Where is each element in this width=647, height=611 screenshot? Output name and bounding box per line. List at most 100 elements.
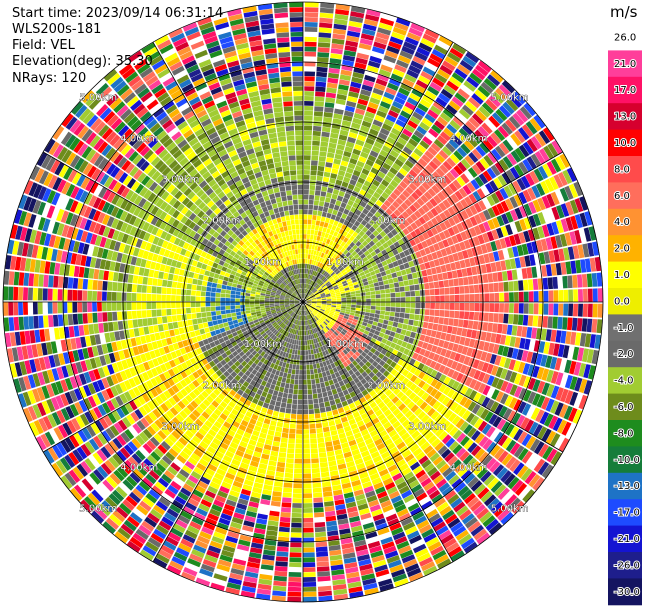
gate-cell xyxy=(271,92,281,98)
gate-cell xyxy=(143,327,149,335)
gate-cell xyxy=(157,287,162,294)
gate-cell xyxy=(306,239,309,244)
gate-cell xyxy=(228,278,233,283)
gate-cell xyxy=(137,311,142,319)
gate-cell xyxy=(361,299,366,302)
gate-cell xyxy=(196,307,201,312)
gate-cell xyxy=(280,212,285,218)
gate-cell xyxy=(103,323,109,333)
gate-cell xyxy=(13,287,18,301)
gate-cell xyxy=(292,71,303,76)
gate-cell xyxy=(19,317,25,330)
gate-cell xyxy=(215,329,221,334)
gate-cell xyxy=(351,297,356,300)
gate-cell xyxy=(297,239,300,244)
gate-cell xyxy=(382,275,388,280)
gate-cell xyxy=(317,171,324,176)
gate-cell xyxy=(502,271,508,281)
gate-cell xyxy=(79,325,85,336)
gate-cell xyxy=(270,304,275,306)
gate-cell xyxy=(391,298,396,302)
gate-cell xyxy=(73,278,78,289)
gate-cell xyxy=(113,272,119,281)
gate-cell xyxy=(171,309,176,315)
gate-cell xyxy=(272,379,277,385)
gate-cell xyxy=(255,300,260,302)
gate-cell xyxy=(440,288,445,295)
gate-cell xyxy=(377,277,383,282)
gate-cell xyxy=(245,296,250,299)
gate-cell xyxy=(240,305,245,308)
gate-cell xyxy=(312,220,316,225)
gate-cell xyxy=(320,8,334,14)
gate-cell xyxy=(277,42,289,48)
gate-cell xyxy=(299,205,304,210)
gate-cell xyxy=(191,308,196,313)
gate-cell xyxy=(324,172,331,178)
gate-cell xyxy=(174,329,180,336)
gate-cell xyxy=(434,281,439,288)
gate-cell xyxy=(408,279,414,285)
gate-cell xyxy=(235,298,240,301)
gate-cell xyxy=(88,324,94,334)
gate-cell xyxy=(445,295,450,302)
gate-cell xyxy=(273,187,279,193)
gate-cell xyxy=(336,298,341,300)
gate-cell xyxy=(492,273,498,283)
gate-cell xyxy=(308,215,312,220)
gate-cell xyxy=(281,77,292,82)
gate-cell xyxy=(215,269,221,274)
gate-cell xyxy=(313,210,318,215)
gate-cell xyxy=(296,160,303,165)
gate-cell xyxy=(303,249,306,254)
gate-cell xyxy=(573,289,578,302)
gate-cell xyxy=(304,150,311,155)
gate-cell xyxy=(316,82,327,88)
gate-cell xyxy=(400,292,405,297)
gate-cell xyxy=(53,302,58,314)
gate-cell xyxy=(321,137,329,143)
gate-cell xyxy=(67,290,72,301)
gate-cell xyxy=(318,161,325,167)
gate-cell xyxy=(108,271,114,281)
gate-cell xyxy=(289,7,303,12)
gate-cell xyxy=(304,111,313,116)
gate-cell xyxy=(275,117,284,123)
gate-cell xyxy=(583,289,588,302)
gate-cell xyxy=(98,270,104,280)
gate-cell xyxy=(117,312,122,321)
gate-cell xyxy=(282,91,292,96)
gate-cell xyxy=(98,323,104,333)
gate-cell xyxy=(186,308,191,314)
gate-cell xyxy=(225,298,230,302)
gate-cell xyxy=(171,302,176,308)
gate-cell xyxy=(3,302,8,316)
gate-cell xyxy=(304,140,312,145)
gate-cell xyxy=(206,307,211,312)
gate-cell xyxy=(304,71,315,76)
gate-cell xyxy=(293,81,303,86)
gate-cell xyxy=(226,290,231,294)
gate-cell xyxy=(317,211,322,216)
gate-cell xyxy=(329,178,336,184)
gate-cell xyxy=(319,18,332,24)
gate-cell xyxy=(356,293,361,296)
gate-cell xyxy=(289,155,296,160)
gate-cell xyxy=(296,140,304,145)
gate-cell xyxy=(370,291,375,295)
gate-cell xyxy=(396,298,401,303)
gate-cell xyxy=(117,283,122,292)
gate-cell xyxy=(231,309,236,313)
gate-cell xyxy=(274,223,279,229)
gate-cell xyxy=(255,295,260,298)
gate-cell xyxy=(67,302,72,313)
gate-cell xyxy=(316,72,327,77)
gate-cell xyxy=(304,195,309,200)
gate-cell xyxy=(366,292,371,296)
gate-cell xyxy=(279,186,285,192)
gate-cell xyxy=(265,304,270,306)
gate-cell xyxy=(388,279,394,284)
gate-cell xyxy=(77,302,82,312)
gate-cell xyxy=(428,275,434,282)
